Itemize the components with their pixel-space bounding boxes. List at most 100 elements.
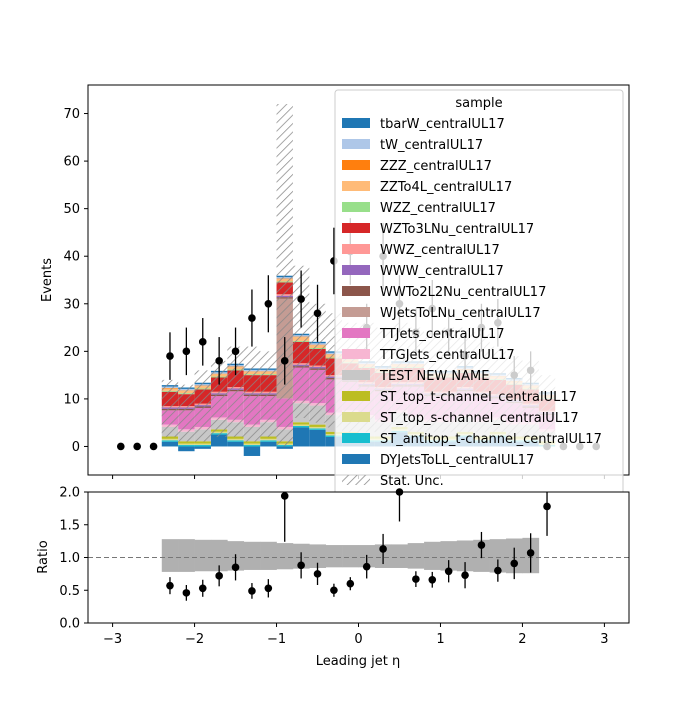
ratio-band-bin [178,539,195,572]
legend-label: ZZTo4L_centralUL17 [380,180,512,195]
legend-label: ST_antitop_t-channel_centralUL17 [380,432,602,447]
legend-label: tW_centralUL17 [380,138,483,153]
legend-label: TTJets_centralUL17 [379,327,505,342]
legend-label: TEST NEW NAME [379,369,489,384]
legend-label: WZZ_centralUL17 [380,201,496,216]
legend-swatch-hatch [342,475,370,485]
stat-unc-bin [195,370,211,441]
x-tick-label: 2 [518,632,526,647]
legend-swatch [342,223,370,233]
data-point [265,300,273,308]
ratio-point [314,570,322,578]
ratio-point [445,567,453,575]
stat-unc-bin [178,385,194,442]
ratio-point [183,589,191,597]
legend-swatch [342,391,370,401]
stack-bar [293,426,309,427]
stat-unc-bin [244,347,260,442]
x-tick-label: 0 [354,632,362,647]
ratio-point [248,587,256,595]
ratio-y-tick-label: 2.0 [59,486,80,501]
stat-unc-bin [277,104,293,446]
ratio-point [166,582,174,590]
y-tick-label: 0 [72,440,80,455]
legend-label: WJetsToLNu_centralUL17 [380,306,541,321]
stack-bar [178,446,194,451]
ratio-point [461,571,469,579]
ratio-band-bin [277,543,294,569]
x-tick-label: −2 [185,632,204,647]
y-tick-label: 30 [63,297,80,312]
legend: sampletbarW_centralUL17tW_centralUL17ZZZ… [335,90,623,495]
stack-bar [309,425,325,427]
data-point [199,338,207,346]
stack-bar [195,444,211,445]
y-tick-label: 20 [63,345,80,360]
y-tick-label: 60 [63,155,80,170]
ratio-band-bin [162,539,179,572]
stack-bar [309,428,325,429]
stack-bar [293,427,309,446]
legend-swatch [342,286,370,296]
legend-swatch [342,370,370,380]
ratio-point [527,549,535,557]
legend-swatch [342,412,370,422]
x-tick-label: −1 [267,632,286,647]
stack-bar [227,442,243,447]
stack-bar [162,440,178,441]
ratio-band-bin [326,545,343,567]
stack-bar [195,445,211,446]
data-point [281,357,289,365]
ratio-band-bin [391,544,408,568]
ratio-y-tick-label: 1.5 [59,518,80,533]
y-tick-label: 10 [63,392,80,407]
stat-unc-bin [260,351,276,437]
stack-bar [293,422,309,424]
data-point [215,357,223,365]
ratio-y-tick-label: 1.0 [59,551,80,566]
ratio-band-bin [195,540,212,571]
ratio-point [543,503,551,511]
ratio-point [297,562,305,570]
ratio-band-bin [342,545,359,567]
legend-swatch [342,454,370,464]
ratio-point [199,584,207,592]
data-point [150,443,158,451]
ratio-band-bin [424,542,441,570]
data-point [314,309,322,317]
legend-swatch [342,244,370,254]
data-point [183,348,191,356]
stack-bar [260,440,276,441]
ratio-point [330,586,338,594]
legend-label: ZZZ_centralUL17 [380,159,492,174]
ratio-point [363,563,371,571]
stack-bar [244,445,260,446]
y-tick-label: 50 [63,202,80,217]
ratio-band-bin [244,542,261,570]
stack-bar [162,439,178,440]
x-axis-label: Leading jet η [316,654,401,669]
main-y-axis-label: Events [40,258,55,302]
data-point [232,348,240,356]
ratio-point [494,567,502,575]
data-point [248,314,256,322]
stack-bar [178,444,194,445]
legend-label: TTGJets_centralUL17 [379,348,515,363]
legend-label: DYJetsToLL_centralUL17 [380,453,534,468]
stat-unc-bin [162,380,178,437]
ratio-y-tick-label: 0.5 [59,584,80,599]
stack-bar [162,442,178,447]
legend-swatch [342,118,370,128]
ratio-point [265,584,273,592]
legend-label: ST_top_s-channel_centralUL17 [380,411,579,426]
ratio-point [347,580,355,588]
ratio-point [232,564,240,572]
stack-bar [309,430,325,447]
ratio-y-tick-label: 0.0 [59,617,80,632]
legend-label: WZTo3LNu_centralUL17 [380,222,534,237]
stack-bar [178,445,194,446]
